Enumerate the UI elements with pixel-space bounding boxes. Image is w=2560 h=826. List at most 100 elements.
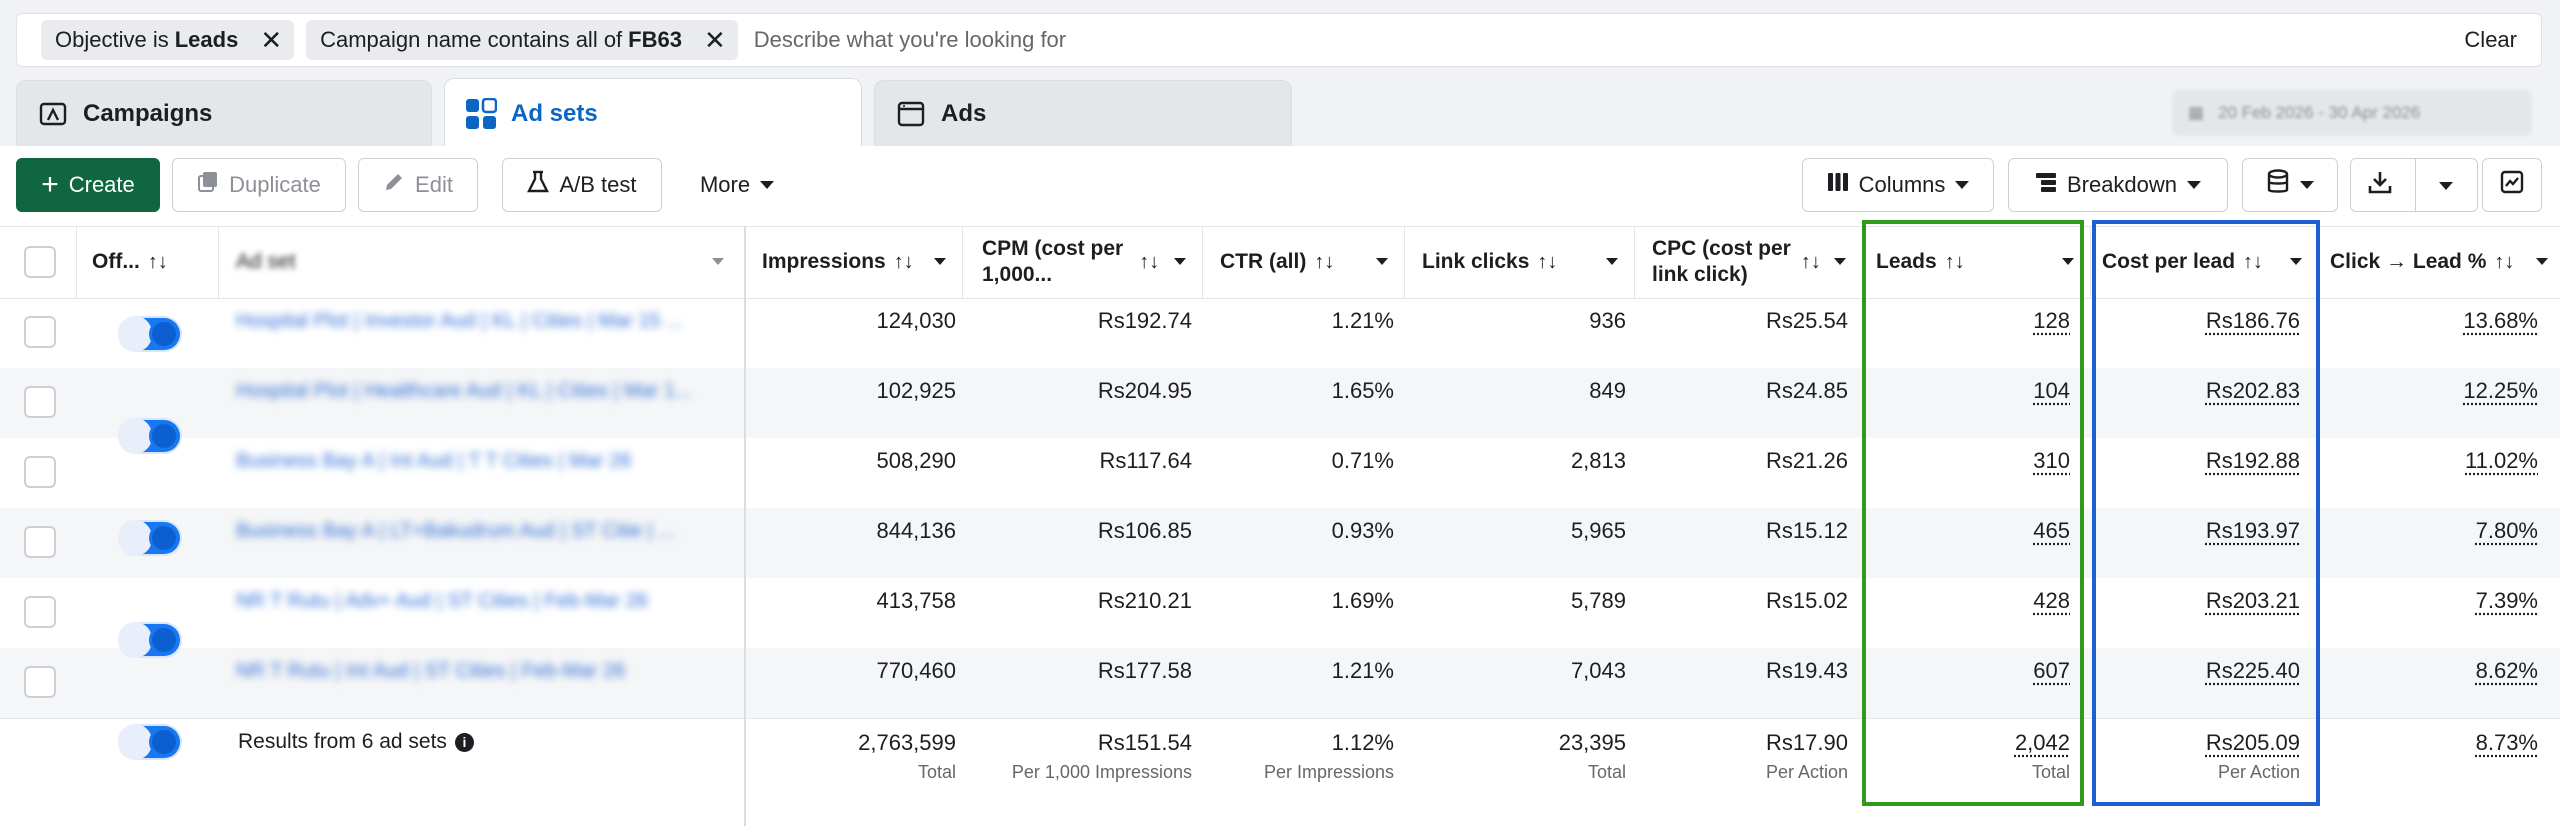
more-label: More [699, 172, 751, 197]
chevron-down-icon[interactable] [1834, 258, 1846, 265]
row-checkbox[interactable] [24, 456, 56, 488]
sort-icon[interactable]: ↑↓ [1314, 250, 1335, 273]
cell-click-lead[interactable]: 11.02% [2465, 448, 2538, 473]
column-header-cpc[interactable]: CPC (cost per link click) ↑↓ [1652, 226, 1858, 298]
table-row[interactable] [0, 298, 2560, 368]
table-row[interactable] [0, 648, 2560, 718]
table-row[interactable] [0, 438, 2560, 508]
more-button[interactable]: More [682, 158, 792, 212]
breakdown-button[interactable]: Breakdown [2008, 158, 2228, 212]
date-range-picker[interactable]: ▦ 20 Feb 2026 - 30 Apr 2026 [2172, 90, 2532, 136]
sort-icon[interactable]: ↑↓ [893, 250, 914, 273]
column-header-adset[interactable]: Ad set [236, 226, 736, 298]
adset-status-toggle[interactable] [118, 622, 180, 658]
cell-cpl[interactable]: Rs202.83 [2205, 378, 2300, 403]
cell-click-lead[interactable]: 7.39% [2475, 588, 2538, 613]
cell-leads[interactable]: 428 [2033, 588, 2070, 613]
close-icon[interactable]: ✕ [260, 25, 283, 55]
row-checkbox[interactable] [24, 526, 56, 558]
row-checkbox[interactable] [24, 386, 56, 418]
column-header-ctr[interactable]: CTR (all) ↑↓ [1220, 226, 1400, 298]
create-button[interactable]: + Create [16, 158, 160, 212]
sort-icon[interactable]: ↑↓ [2243, 250, 2264, 273]
cell-click-lead[interactable]: 13.68% [2463, 308, 2538, 333]
cell-cpc: Rs15.02 [1766, 588, 1848, 613]
chevron-down-icon[interactable] [712, 258, 724, 265]
chevron-down-icon[interactable] [2062, 258, 2074, 265]
select-all-checkbox[interactable] [24, 246, 56, 278]
cell-click-lead[interactable]: 12.25% [2463, 378, 2538, 403]
sort-icon[interactable]: ↑↓ [2494, 250, 2515, 273]
column-header-link-clicks[interactable]: Link clicks ↑↓ [1422, 226, 1630, 298]
row-checkbox[interactable] [24, 596, 56, 628]
column-header-impressions[interactable]: Impressions ↑↓ [762, 226, 958, 298]
table-row[interactable] [0, 368, 2560, 438]
close-icon[interactable]: ✕ [703, 25, 726, 55]
charts-button[interactable] [2482, 158, 2542, 212]
tab-ads[interactable]: Ads [874, 80, 1292, 146]
chevron-down-icon[interactable] [934, 258, 946, 265]
adset-name-link[interactable]: Business Bay A | LT+Bakudrum Aud | ST Ci… [236, 520, 675, 542]
sort-icon[interactable]: ↑↓ [147, 250, 168, 273]
adset-status-toggle[interactable] [118, 724, 180, 760]
sort-icon[interactable]: ↑↓ [1944, 250, 1965, 273]
cell-leads[interactable]: 128 [2033, 308, 2070, 333]
search-input[interactable]: Describe what you're looking for [753, 27, 1067, 52]
columns-button[interactable]: Columns [1802, 158, 1994, 212]
clear-filters-button[interactable]: Clear [2464, 27, 2517, 52]
info-icon[interactable]: i [454, 732, 474, 752]
cell-cpl[interactable]: Rs192.88 [2205, 448, 2300, 473]
adset-name-link[interactable]: Hospital Plot | Investor Aud | KL | Citi… [236, 310, 683, 332]
cell-click-lead[interactable]: 7.80% [2475, 518, 2538, 543]
export-button[interactable] [2350, 158, 2478, 212]
cell-cpl[interactable]: Rs186.76 [2205, 308, 2300, 333]
chevron-down-icon[interactable] [2536, 258, 2548, 265]
duplicate-button[interactable]: Duplicate [172, 158, 346, 212]
column-header-click-lead[interactable]: Click → Lead % ↑↓ [2330, 226, 2548, 298]
cell-cpl[interactable]: Rs203.21 [2205, 588, 2300, 613]
cell-leads[interactable]: 104 [2033, 378, 2070, 403]
database-icon [2266, 169, 2290, 201]
adset-name-link[interactable]: NR T Rutu | Int Aud | ST Cities | Feb-Ma… [236, 660, 626, 682]
edit-button[interactable]: Edit [358, 158, 478, 212]
row-checkbox[interactable] [24, 316, 56, 348]
table-row[interactable] [0, 578, 2560, 648]
reports-button[interactable] [2242, 158, 2338, 212]
adset-status-toggle[interactable] [118, 316, 180, 352]
column-header-label: CPM (cost per 1,000... [982, 236, 1123, 289]
tab-campaigns[interactable]: Campaigns [16, 80, 432, 146]
filter-chip-objective[interactable]: Objective is Leads ✕ [41, 20, 295, 60]
chevron-down-icon[interactable] [2290, 258, 2302, 265]
cell-leads[interactable]: 607 [2033, 658, 2070, 683]
tab-ad-sets[interactable]: Ad sets [444, 78, 862, 148]
adset-status-toggle[interactable] [118, 418, 180, 454]
adset-status-toggle[interactable] [118, 520, 180, 556]
cell-cpl[interactable]: Rs225.40 [2205, 658, 2300, 683]
chevron-down-icon[interactable] [2439, 182, 2453, 190]
sort-icon[interactable]: ↑↓ [1537, 250, 1558, 273]
row-checkbox[interactable] [24, 666, 56, 698]
adset-name-link[interactable]: Business Bay A | Int Aud | T T Cities | … [236, 450, 632, 472]
cell-click-lead[interactable]: 8.62% [2475, 658, 2538, 683]
sort-icon[interactable]: ↑↓ [1800, 250, 1821, 273]
cell-leads[interactable]: 465 [2033, 518, 2070, 543]
ab-test-button[interactable]: A/B test [502, 158, 662, 212]
chevron-down-icon[interactable] [1606, 258, 1618, 265]
cell-leads[interactable]: 310 [2033, 448, 2070, 473]
adset-name-link[interactable]: NR T Rutu | Adv+ Aud | ST Cities | Feb-M… [236, 590, 648, 612]
filter-chip-campaign-name[interactable]: Campaign name contains all of FB63 ✕ [306, 20, 738, 60]
cell-cpl[interactable]: Rs193.97 [2205, 518, 2300, 543]
chevron-down-icon[interactable] [1174, 258, 1186, 265]
campaign-folder-icon [37, 98, 69, 130]
cell-link-clicks: 7,043 [1570, 658, 1626, 683]
table-row[interactable] [0, 508, 2560, 578]
column-header-leads[interactable]: Leads ↑↓ [1876, 226, 2086, 298]
breakdown-label: Breakdown [2066, 172, 2178, 197]
column-header-cpm[interactable]: CPM (cost per 1,000... ↑↓ [982, 226, 1198, 298]
adset-name-link[interactable]: Hospital Plot | Healthcare Aud | KL | Ci… [236, 380, 692, 402]
header-line: CPM (cost per [982, 236, 1124, 260]
sort-icon[interactable]: ↑↓ [1139, 250, 1160, 273]
column-header-off[interactable]: Off... ↑↓ [92, 226, 212, 298]
column-header-cost-per-lead[interactable]: Cost per lead ↑↓ [2102, 226, 2314, 298]
chevron-down-icon[interactable] [1376, 258, 1388, 265]
